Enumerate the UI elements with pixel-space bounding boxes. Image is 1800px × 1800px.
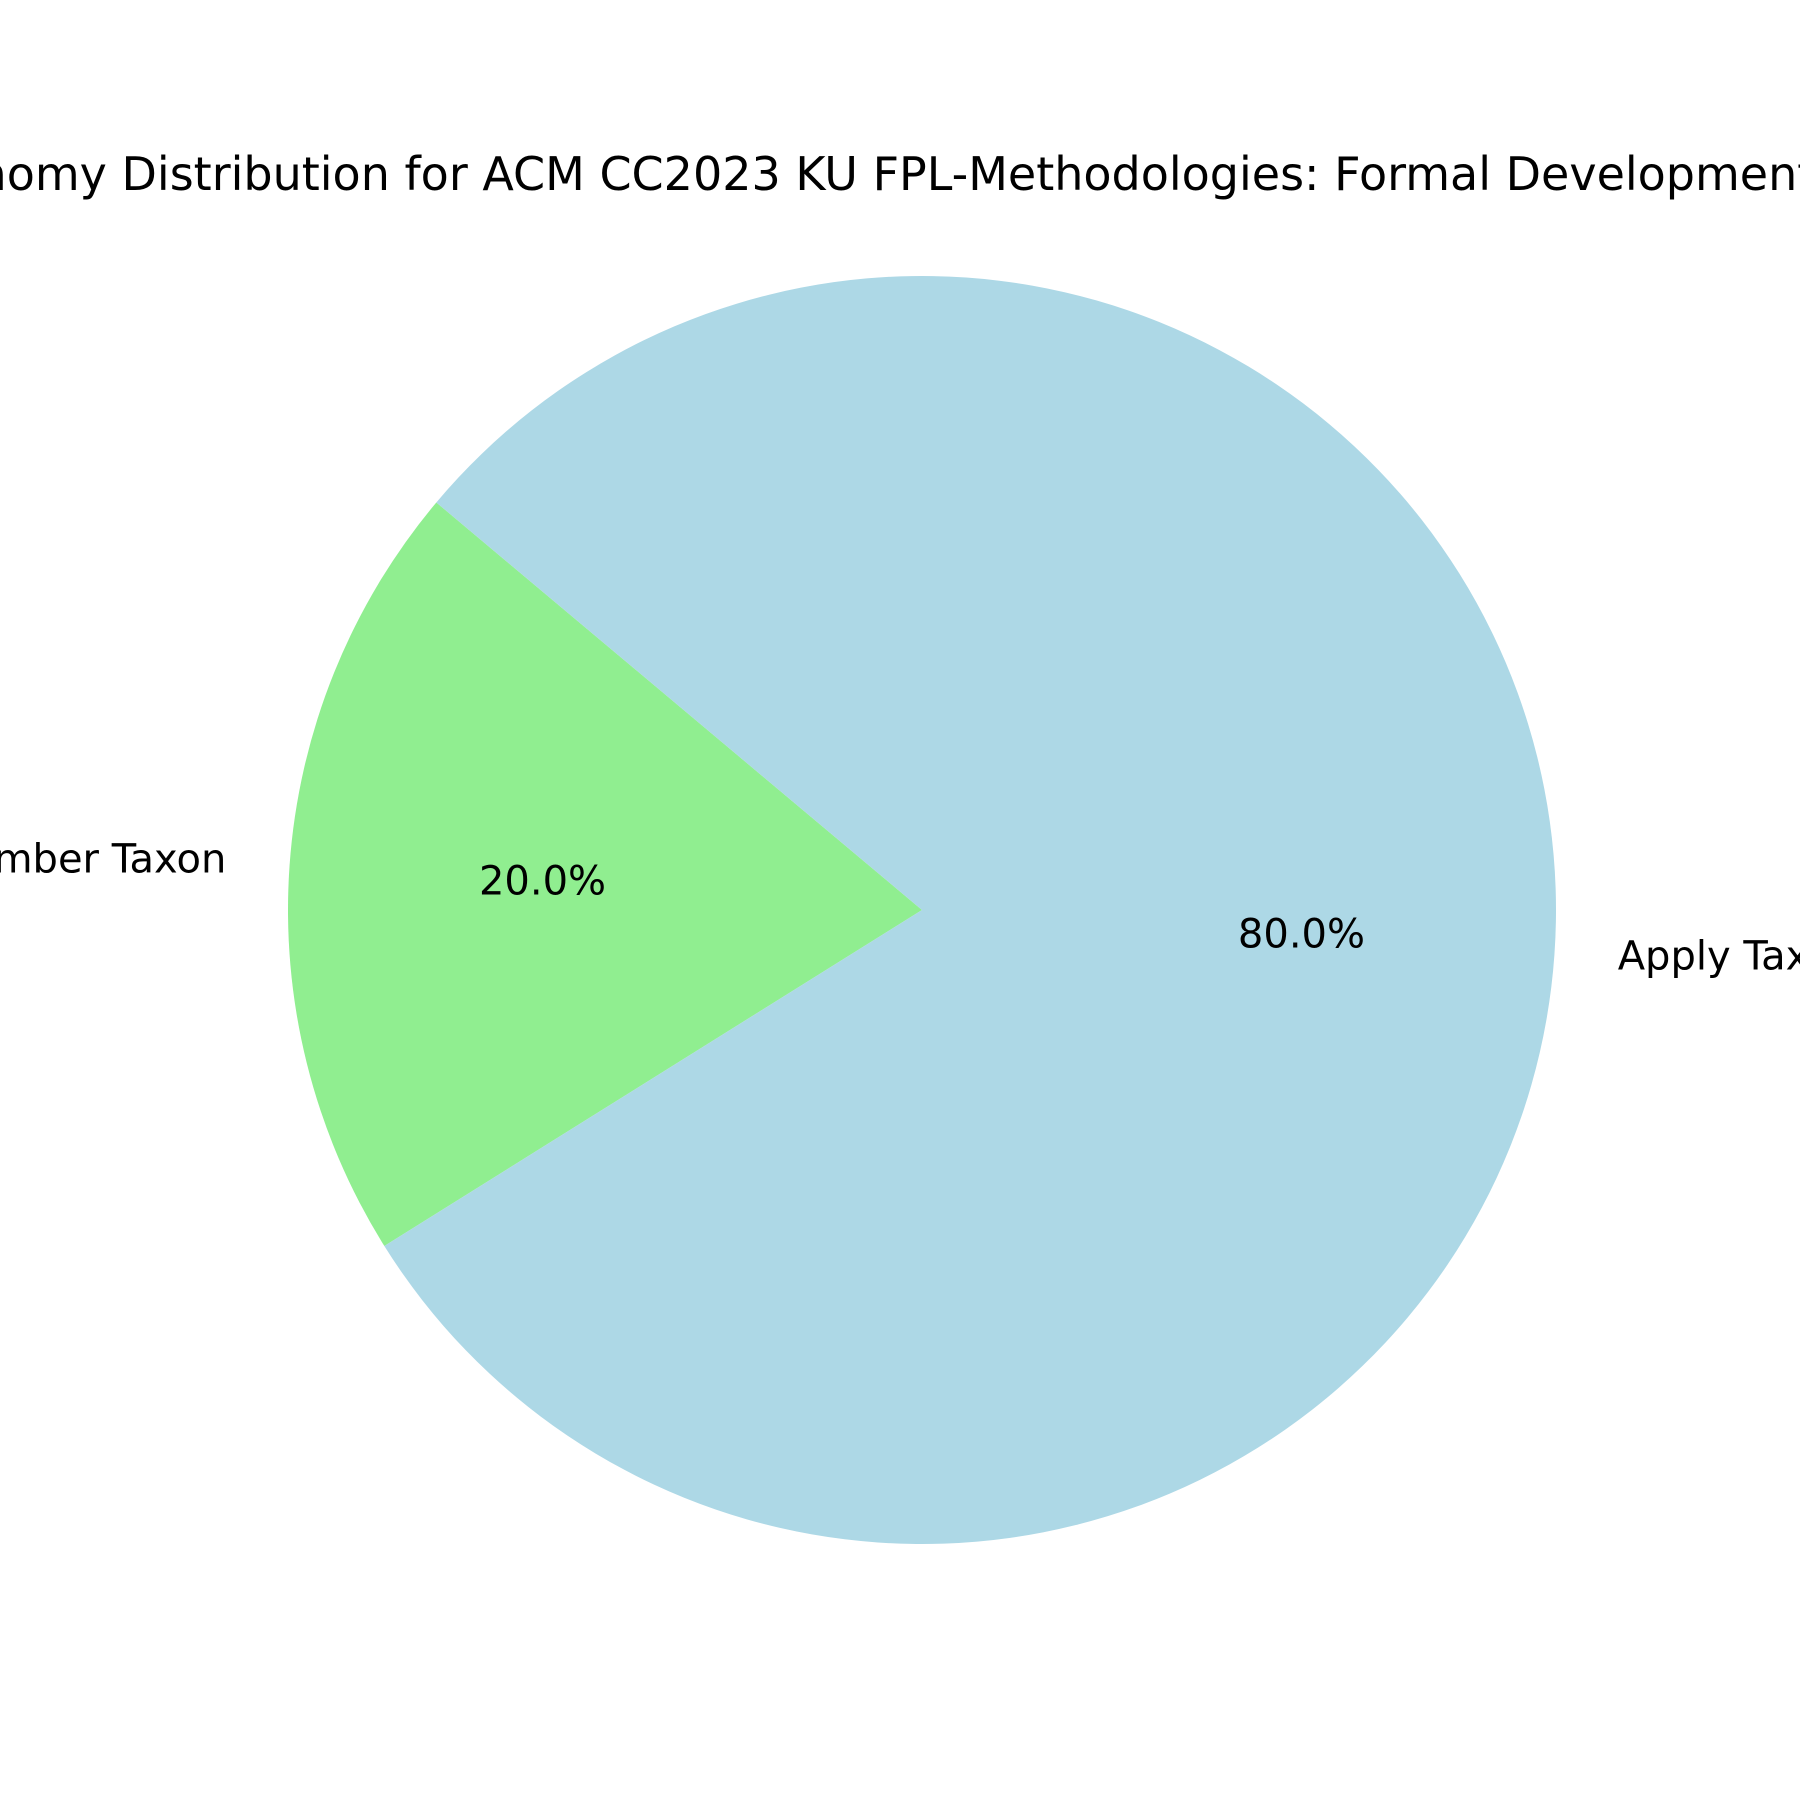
slice-percent-1: 20.0% [479, 858, 606, 904]
slice-label-1: Remember Taxon [0, 836, 226, 882]
chart-title: Bloom's Taxonomy Distribution for ACM CC… [0, 147, 1800, 201]
pie-labels: Remember Taxon 20.0% Apply Taxon 80.0% [0, 836, 1800, 979]
pie-slice-2 [384, 276, 1556, 1545]
pie-slices [287, 276, 1556, 1545]
slice-percent-2: 80.0% [1238, 912, 1365, 958]
slice-label-2: Apply Taxon [1618, 934, 1800, 980]
pie-slice-1 [287, 502, 922, 1246]
